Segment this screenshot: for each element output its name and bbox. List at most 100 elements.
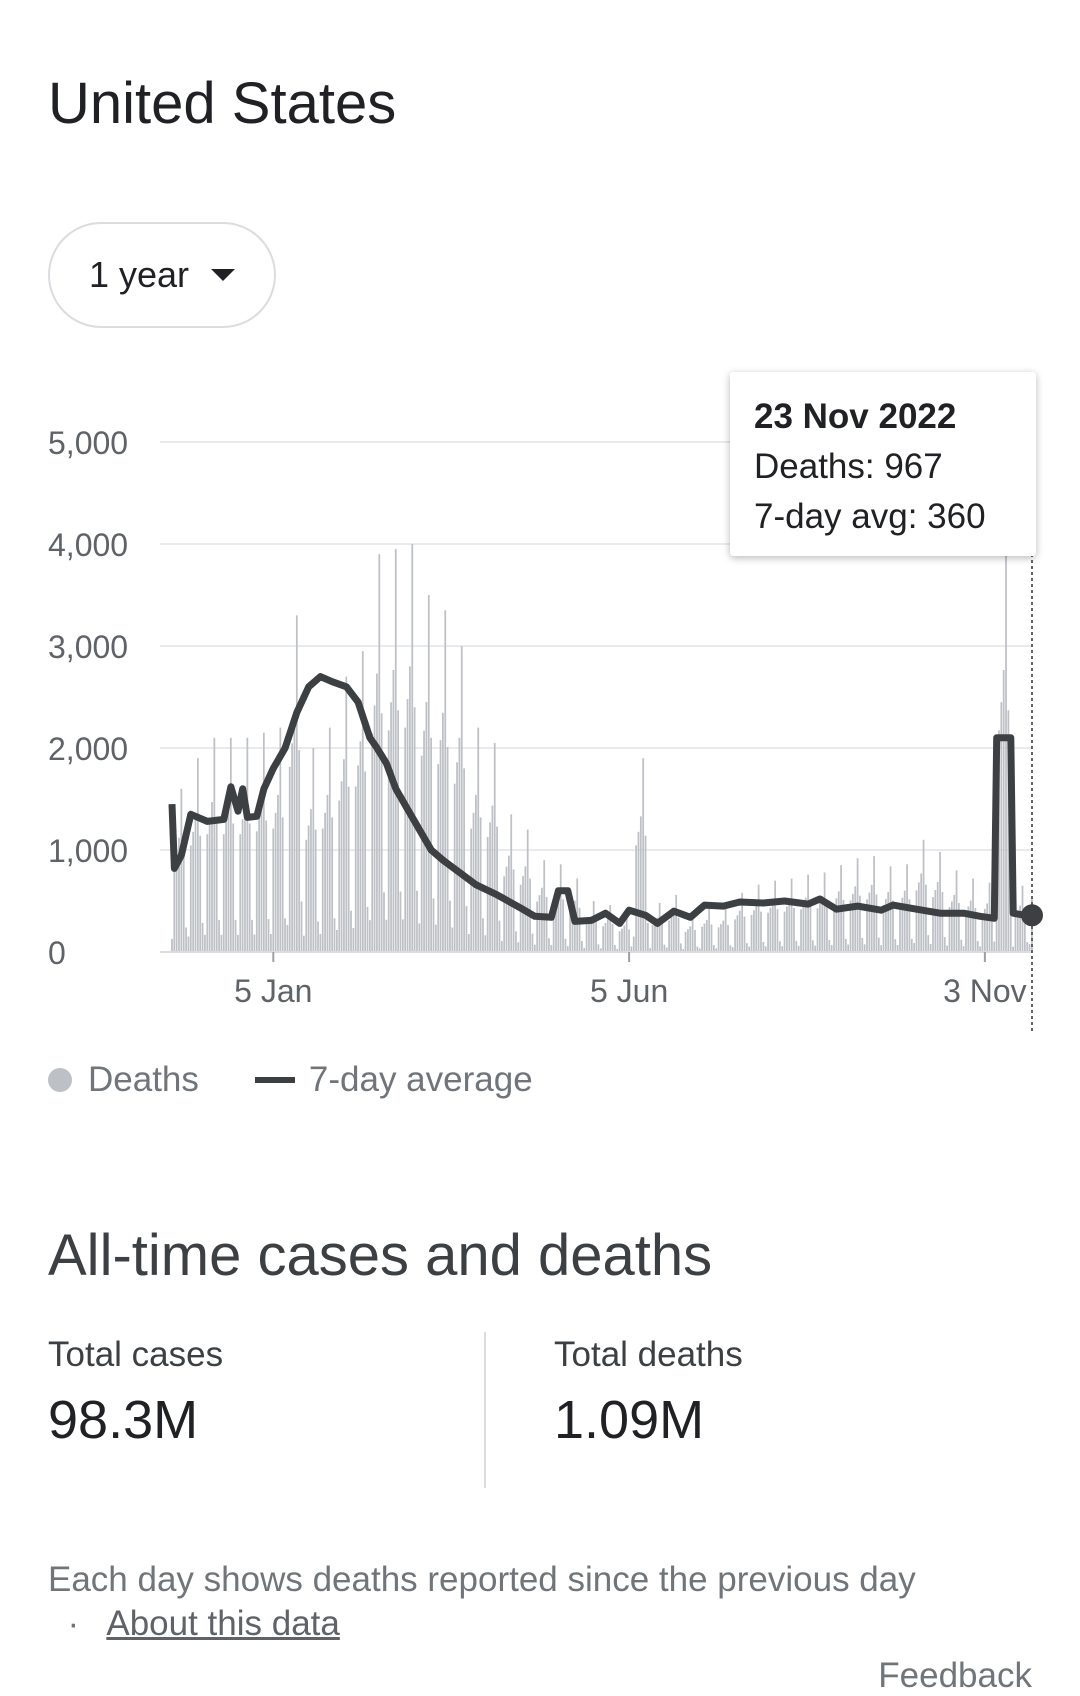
deaths-bar: [392, 669, 395, 952]
deaths-bar: [882, 904, 885, 952]
deaths-bar: [804, 897, 807, 952]
deaths-bar: [307, 825, 310, 952]
deaths-bar: [797, 945, 800, 952]
deaths-bar: [995, 919, 998, 952]
deaths-bar: [251, 919, 253, 952]
deaths-bar: [635, 845, 637, 952]
deaths-bar: [340, 781, 343, 952]
deaths-bar: [439, 740, 442, 952]
deaths-bar: [870, 884, 873, 952]
deaths-bar: [661, 922, 663, 952]
y-tick-label: 0: [48, 935, 66, 971]
deaths-bar: [727, 925, 729, 952]
deaths-bar: [623, 925, 626, 952]
deaths-bar: [319, 934, 322, 952]
deaths-bar: [460, 646, 463, 952]
deaths-bar: [654, 921, 656, 952]
deaths-bar: [786, 906, 788, 952]
deaths-bar: [286, 925, 289, 952]
deaths-bar: [776, 909, 779, 952]
deaths-bar: [368, 920, 371, 952]
deaths-bar: [338, 800, 341, 952]
deaths-bar: [917, 882, 920, 952]
deaths-bar: [609, 905, 612, 952]
deaths-bar: [821, 896, 824, 952]
deaths-bar: [1019, 905, 1022, 952]
deaths-bar: [833, 904, 835, 952]
deaths-bar: [178, 837, 180, 952]
deaths-bar: [922, 839, 925, 952]
deaths-bar: [328, 727, 331, 952]
deaths-bar: [581, 940, 583, 952]
deaths-bar: [837, 891, 840, 952]
deaths-bar: [411, 544, 414, 952]
deaths-bar: [771, 902, 774, 952]
deaths-bar: [967, 906, 970, 952]
deaths-bar: [343, 759, 345, 952]
deaths-bar: [489, 822, 491, 952]
tooltip-avg: 7-day avg: 360: [754, 497, 986, 536]
deaths-bar: [274, 812, 277, 952]
deaths-bar: [449, 900, 451, 952]
deaths-bar: [305, 839, 308, 952]
time-range-label: 1 year: [88, 254, 190, 295]
deaths-bar: [371, 733, 374, 952]
about-data-link[interactable]: About this data: [106, 1604, 340, 1643]
deaths-bar: [1002, 669, 1005, 952]
deaths-bar: [668, 920, 670, 952]
time-range-dropdown[interactable]: 1 year: [48, 222, 276, 328]
deaths-bar: [701, 926, 703, 952]
deaths-bar: [578, 907, 581, 952]
deaths-bar: [736, 915, 739, 952]
deaths-bar: [842, 899, 845, 952]
deaths-bar: [526, 829, 529, 952]
deaths-bar: [512, 869, 515, 952]
deaths-bar: [651, 925, 654, 952]
deaths-bar: [694, 929, 696, 952]
deaths-bar: [533, 944, 536, 952]
tooltip-deaths: Deaths: 967: [754, 447, 943, 486]
deaths-bar: [590, 916, 593, 952]
deaths-bar: [1000, 702, 1003, 952]
deaths-bar: [519, 884, 522, 952]
deaths-bar: [491, 805, 494, 952]
selected-point-marker: [1021, 904, 1043, 927]
deaths-bar: [934, 890, 937, 952]
deaths-bar: [814, 945, 817, 952]
deaths-bar: [844, 938, 847, 952]
legend-deaths-label: Deaths: [88, 1060, 199, 1099]
deaths-bar: [208, 819, 211, 952]
deaths-bar: [764, 946, 767, 952]
deaths-chart[interactable]: 0 1,000 2,000 3,000 4,000 5,000 5 Jan 5 Jun 3 No…: [0, 360, 1080, 1040]
deaths-bar: [960, 939, 963, 952]
deaths-bar: [187, 936, 190, 952]
deaths-bar: [788, 900, 791, 952]
stat-divider: [484, 1332, 486, 1488]
feedback-link[interactable]: Feedback: [878, 1656, 1032, 1695]
x-tick-label: 3 Nov: [943, 973, 1027, 1009]
deaths-bar: [284, 918, 286, 952]
deaths-bar: [397, 710, 400, 952]
x-tick-label: 5 Jan: [234, 973, 312, 1009]
deaths-bar: [1028, 944, 1031, 952]
deaths-bar: [649, 948, 652, 952]
deaths-bar: [642, 758, 645, 952]
deaths-bar: [965, 911, 967, 952]
deaths-bar: [986, 903, 989, 952]
deaths-bar: [213, 737, 216, 952]
deaths-bar: [204, 934, 206, 952]
deaths-bar: [312, 748, 315, 952]
deaths-bar: [908, 899, 911, 952]
deaths-bar: [477, 727, 480, 952]
deaths-bar: [583, 947, 586, 952]
deaths-bar: [314, 829, 317, 952]
deaths-bar: [425, 702, 428, 952]
deaths-bar: [958, 903, 960, 952]
deaths-bar: [401, 919, 404, 952]
deaths-bar: [265, 820, 268, 952]
deaths-bar: [467, 934, 470, 952]
deaths-bar: [903, 890, 906, 952]
deaths-bar: [171, 938, 173, 952]
deaths-bar: [173, 862, 176, 952]
deaths-bar: [277, 794, 279, 952]
